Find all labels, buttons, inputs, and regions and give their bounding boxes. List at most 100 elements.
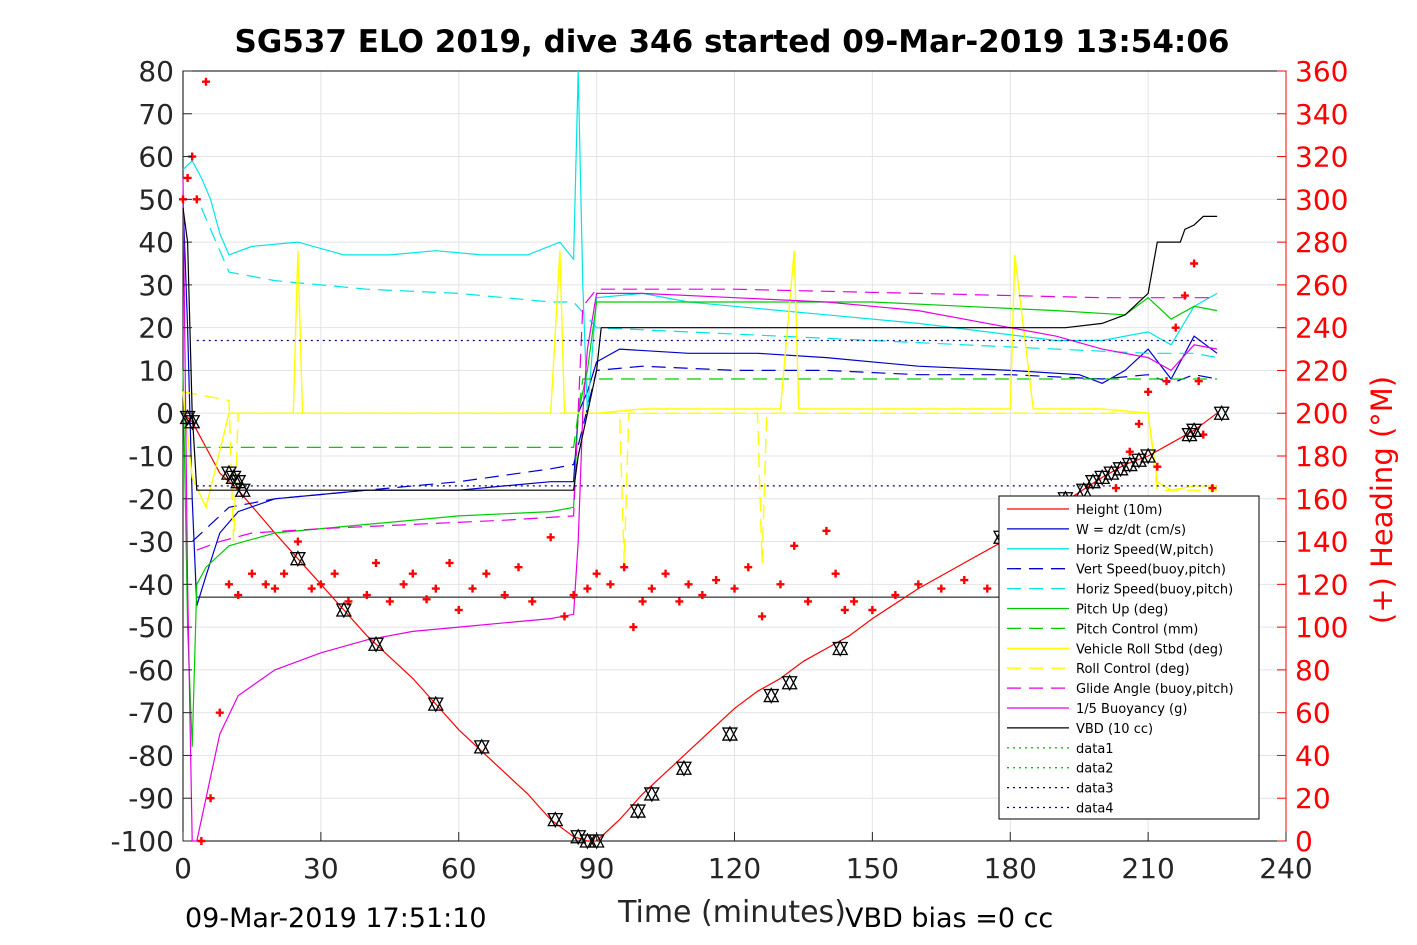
heading-marker-49 [744, 563, 753, 572]
heading-marker-31 [514, 563, 523, 572]
heading-marker-43 [661, 569, 670, 578]
x-tick-label-5: 150 [846, 852, 899, 885]
series-line-7 [182, 250, 1218, 510]
heading-marker-23 [408, 569, 417, 578]
x-tick-label-4: 120 [708, 852, 761, 885]
y-tick-label-12: -40 [128, 568, 174, 601]
y-right-tick-label-10: 160 [1295, 483, 1348, 516]
legend-label-4: Horiz Speed(buoy,pitch) [1076, 583, 1233, 598]
heading-marker-16 [316, 580, 325, 589]
y-tick-label-9: -10 [128, 440, 174, 473]
x-tick-label-8: 240 [1259, 852, 1312, 885]
series-line-10 [182, 177, 1218, 842]
ascent-marker-down-9 [1140, 449, 1157, 465]
heading-marker-47 [712, 576, 721, 585]
heading-marker-5 [201, 77, 210, 86]
series-line-9 [196, 288, 1218, 551]
y-right-tick-label-8: 200 [1295, 397, 1348, 430]
series-line-6 [196, 378, 1218, 448]
heading-marker-60 [914, 580, 923, 589]
y-tick-label-3: 50 [138, 183, 174, 216]
series-line-11 [182, 207, 1218, 491]
series-line-8 [182, 391, 1218, 563]
heading-marker-45 [684, 580, 693, 589]
y-right-tick-label-18: 0 [1295, 825, 1313, 858]
heading-marker-20 [372, 558, 381, 567]
legend-label-15: data4 [1076, 802, 1114, 817]
legend-label-6: Pitch Control (mm) [1076, 622, 1198, 637]
heading-marker-72 [1144, 387, 1153, 396]
heading-marker-19 [362, 591, 371, 600]
descent-marker-up-17 [675, 759, 693, 775]
heading-marker-74 [1162, 377, 1171, 386]
heading-marker-27 [454, 606, 463, 614]
y-right-tick-label-4: 280 [1295, 226, 1348, 259]
heading-marker-58 [868, 606, 877, 614]
left-axis-ticks: 80 70 60 50 40 30 20 10 0 -10 -20 -30 -40 -50 -60 -70 -8… [110, 55, 192, 858]
heading-marker-77 [1190, 259, 1199, 268]
legend-label-11: VBD (10 cc) [1076, 722, 1153, 737]
y-tick-label-7: 10 [138, 354, 174, 387]
heading-marker-53 [804, 597, 813, 606]
heading-marker-14 [293, 537, 302, 546]
y-tick-label-14: -60 [128, 654, 174, 687]
x-tick-label-1: 30 [303, 852, 339, 885]
heading-marker-29 [482, 569, 491, 578]
chart-title: SG537 ELO 2019, dive 346 started 09-Mar-… [235, 24, 1230, 60]
x-tick-label-0: 0 [174, 852, 192, 885]
heading-marker-8 [224, 580, 233, 589]
heading-marker-41 [638, 597, 647, 606]
y-tick-label-1: 70 [138, 98, 174, 131]
heading-marker-69 [1111, 484, 1120, 493]
y-right-tick-label-17: 20 [1295, 782, 1331, 815]
y-tick-label-6: 20 [138, 312, 174, 345]
descent-marker-down-9 [427, 697, 444, 713]
y-right-tick-label-3: 300 [1295, 183, 1348, 216]
legend-label-9: Glide Angle (buoy,pitch) [1076, 682, 1234, 697]
heading-marker-78 [1194, 377, 1203, 386]
right-axis-label: (+) Heading (°M) [1365, 376, 1399, 624]
legend-label-0: Height (10m) [1076, 503, 1162, 518]
heading-marker-6 [206, 794, 215, 803]
descent-marker-down-4 [230, 475, 247, 491]
heading-marker-3 [192, 195, 201, 204]
descent-marker-down-7 [335, 603, 352, 619]
x-tick-label-7: 210 [1121, 852, 1174, 885]
y-right-tick-label-7: 220 [1295, 354, 1348, 387]
descent-marker-down-13 [579, 834, 596, 850]
heading-marker-12 [270, 584, 279, 593]
descent-marker-down-8 [367, 637, 385, 653]
heading-marker-44 [675, 597, 684, 606]
legend-label-3: Vert Speed(buoy,pitch) [1076, 563, 1226, 578]
y-right-tick-label-15: 60 [1295, 697, 1331, 730]
heading-marker-28 [468, 584, 477, 593]
heading-marker-26 [445, 558, 454, 567]
descent-marker-down-18 [721, 727, 738, 743]
heading-marker-52 [790, 541, 799, 550]
heading-marker-57 [849, 597, 858, 606]
legend-label-8: Roll Control (deg) [1076, 662, 1190, 677]
y-tick-label-2: 60 [138, 141, 174, 174]
legend-label-10: 1/5 Buoyancy (g) [1076, 702, 1187, 717]
y-right-tick-label-14: 80 [1295, 654, 1331, 687]
heading-marker-30 [500, 591, 509, 600]
heading-marker-17 [330, 569, 339, 578]
y-tick-label-8: 0 [156, 397, 174, 430]
heading-marker-40 [629, 623, 638, 632]
heading-marker-73 [1153, 462, 1162, 471]
x-axis-label: Time (minutes) [617, 895, 846, 930]
heading-marker-37 [592, 569, 601, 578]
legend-label-7: Vehicle Roll Stbd (deg) [1076, 642, 1223, 657]
heading-marker-63 [983, 584, 992, 593]
y-tick-label-18: -100 [110, 825, 174, 858]
heading-marker-34 [560, 612, 569, 621]
heading-marker-1 [183, 173, 192, 182]
descent-marker-down-21 [832, 641, 849, 657]
y-right-tick-label-2: 320 [1295, 141, 1348, 174]
heading-marker-36 [583, 584, 592, 593]
heading-marker-7 [215, 708, 224, 717]
heading-marker-11 [261, 580, 270, 589]
footer-vbd-bias: VBD bias =0 cc [845, 903, 1053, 934]
legend-label-2: Horiz Speed(W,pitch) [1076, 543, 1214, 558]
